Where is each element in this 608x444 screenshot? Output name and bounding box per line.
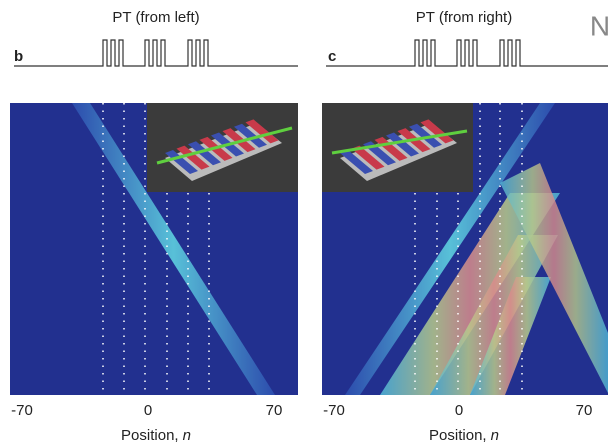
x-axis-label-text: Position, — [429, 427, 487, 444]
corner-letter: N — [590, 10, 608, 41]
beam — [345, 103, 555, 395]
x-axis-variable: n — [183, 427, 191, 444]
inset-arrow — [156, 126, 293, 165]
x-tick-label: 0 — [455, 402, 463, 419]
inset-stripe — [420, 119, 454, 144]
inset-stripe — [340, 150, 373, 174]
inset-stripe — [374, 136, 408, 161]
inset-stripe — [245, 119, 279, 144]
x-tick-label: -70 — [323, 402, 345, 419]
inset-stripe — [234, 123, 267, 148]
inset-stripe — [176, 145, 210, 170]
inset-stripe — [188, 141, 221, 166]
panel-title: PT (from right) — [416, 9, 512, 26]
inset-stripe — [165, 150, 198, 174]
x-tick-label: 0 — [144, 402, 152, 419]
panel-label: b — [14, 48, 23, 65]
x-tick-label: 70 — [576, 402, 593, 419]
inset-stripe — [222, 128, 256, 153]
x-axis-label-text: Position, — [121, 427, 179, 444]
inset-stripe — [386, 132, 419, 157]
inset-stripe — [409, 123, 442, 148]
inset-arrow — [331, 129, 468, 155]
panel-label: c — [328, 48, 336, 65]
panel-title: PT (from left) — [112, 9, 199, 26]
x-axis-label: Position, n — [429, 427, 499, 444]
pulse-sequence — [14, 39, 298, 67]
heatmap — [322, 103, 608, 395]
heatmap — [10, 103, 298, 395]
inset-stripe — [351, 145, 385, 170]
pulse-sequence — [326, 39, 608, 67]
beam — [72, 103, 275, 395]
x-axis-variable: n — [491, 427, 499, 444]
x-tick-label: 70 — [266, 402, 283, 419]
x-axis-label: Position, n — [121, 427, 191, 444]
x-tick-label: -70 — [11, 402, 33, 419]
beam-amplified — [470, 277, 551, 395]
beam-amplified — [500, 163, 608, 393]
beam-amplified — [430, 235, 558, 395]
